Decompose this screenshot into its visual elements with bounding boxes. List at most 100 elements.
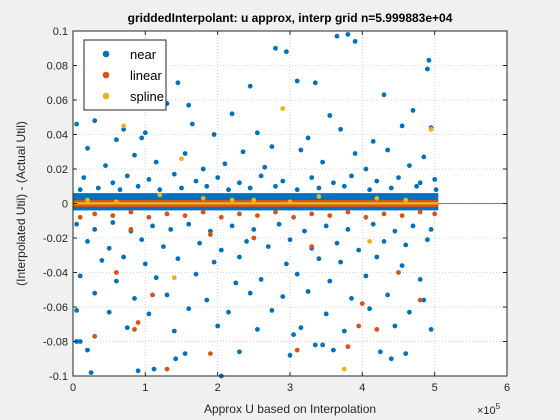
near-point (284, 261, 289, 267)
linear-point (345, 344, 351, 350)
spline-point (157, 192, 163, 198)
linear-point (359, 301, 365, 306)
near-point (255, 130, 260, 136)
spline-point (171, 275, 177, 281)
near-point (407, 163, 412, 169)
near-point (273, 45, 278, 51)
near-point (280, 294, 286, 299)
legend-marker-spline (102, 92, 110, 100)
linear-point (399, 213, 405, 219)
spline-point (367, 239, 372, 244)
near-point (327, 113, 333, 118)
linear-point (132, 327, 137, 332)
linear-point (345, 209, 351, 215)
near-point (287, 352, 293, 358)
near-point (237, 254, 242, 260)
near-point (200, 166, 206, 172)
near-point (385, 147, 390, 153)
near-point (74, 121, 79, 127)
spline-point (316, 194, 322, 200)
near-point (428, 227, 434, 232)
near-point (262, 164, 268, 170)
near-point (229, 111, 235, 117)
x-tick-label: 4 (359, 382, 365, 394)
near-point (349, 296, 354, 301)
y-tick-label: 0.08 (47, 61, 68, 73)
near-point (189, 121, 195, 127)
linear-point (255, 213, 260, 219)
near-point (142, 261, 148, 267)
near-point (171, 171, 177, 177)
linear-point (273, 209, 278, 215)
linear-point (114, 270, 119, 275)
linear-point (146, 214, 152, 220)
linear-point (432, 211, 438, 217)
near-point (240, 149, 246, 155)
near-point (193, 178, 199, 184)
near-point (385, 292, 390, 298)
near-point (215, 323, 221, 329)
linear-point (327, 213, 333, 219)
near-point (173, 356, 179, 362)
near-point (197, 240, 203, 246)
x-tick-label: 2 (215, 382, 221, 394)
near-point (433, 187, 439, 193)
data-points (73, 32, 439, 379)
near-point (229, 223, 235, 229)
near-point (132, 152, 137, 158)
legend-label-near: near (130, 47, 157, 62)
near-point (151, 366, 157, 372)
near-point (327, 278, 333, 284)
spline-point (229, 197, 235, 203)
near-point (186, 102, 192, 108)
near-point (417, 277, 423, 282)
linear-point (164, 366, 170, 372)
near-point (428, 327, 434, 332)
x-axis-label: Approx U based on Interpolation (204, 402, 376, 416)
near-point (168, 227, 174, 232)
near-point (85, 145, 90, 151)
near-point (392, 228, 398, 234)
spline-point (251, 197, 257, 203)
near-point (121, 126, 126, 132)
x-tick-label: 6 (504, 382, 510, 394)
near-point (320, 159, 325, 165)
spline-point (121, 123, 126, 129)
near-point (153, 275, 159, 281)
near-point (421, 297, 427, 303)
near-point (388, 185, 394, 191)
near-point (121, 254, 126, 260)
near-point (77, 339, 83, 344)
legend-marker-near (102, 50, 110, 58)
x-exponent-label: ×105 (477, 402, 501, 417)
near-point (287, 237, 293, 243)
spline-point (114, 199, 119, 205)
near-point (244, 239, 250, 244)
ticks: 0 1 2 3 4 5 6 -0.1 -0.08 -0.06 -0.04 -0.02 0 0.02 0.04… (43, 26, 510, 394)
spline-point (280, 106, 286, 111)
near-point (124, 325, 130, 331)
linear-point (208, 232, 213, 238)
spline-point (428, 126, 434, 132)
linear-point (374, 327, 380, 332)
linear-point (251, 235, 257, 241)
near-point (305, 135, 311, 141)
near-point (388, 356, 394, 362)
linear-point (200, 209, 206, 215)
legend-box (83, 39, 167, 111)
near-point (269, 308, 275, 313)
near-point (139, 237, 145, 243)
near-point (410, 223, 416, 229)
y-tick-label: 0.06 (47, 95, 68, 107)
near-point (110, 180, 116, 186)
near-point (117, 187, 123, 193)
linear-point (128, 227, 134, 232)
near-point (341, 183, 347, 189)
near-point (208, 228, 213, 234)
legend-label-spline: spline (130, 89, 164, 104)
legend: near linear spline (83, 39, 167, 111)
near-point (284, 49, 289, 55)
linear-point (237, 211, 242, 217)
near-point (182, 151, 188, 156)
near-point (106, 245, 112, 251)
